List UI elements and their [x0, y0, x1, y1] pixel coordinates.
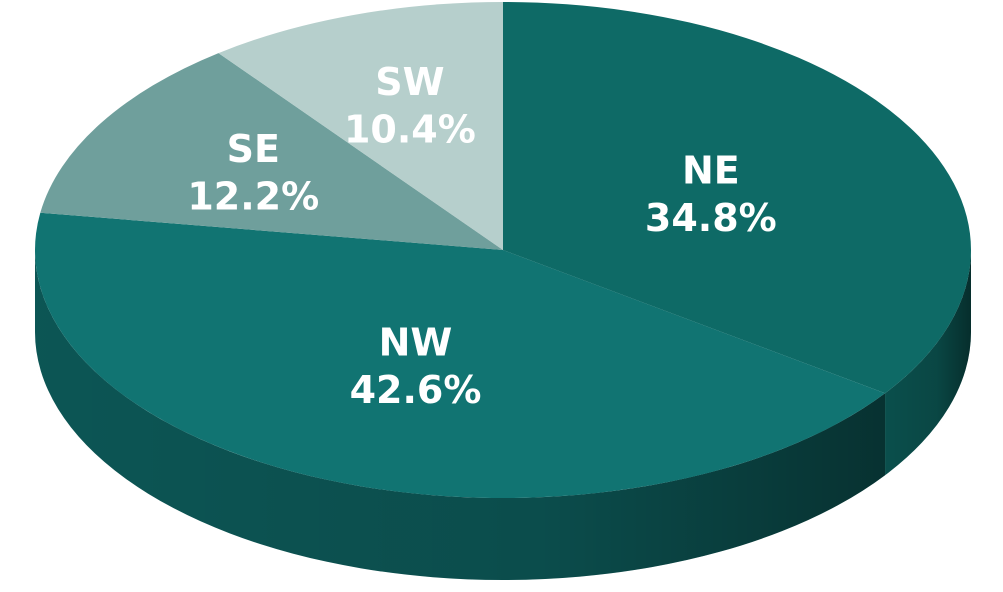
slice-value-label: 34.8%: [645, 196, 777, 240]
pie-tops: [34, 2, 972, 499]
slice-category: NW: [379, 321, 453, 365]
slice-label: SW 10.4%: [344, 60, 476, 152]
slice-category: NE: [682, 149, 740, 193]
slice: [503, 2, 972, 394]
pie-sides: [35, 250, 971, 581]
slice-label: NE 34.8%: [645, 149, 777, 241]
slice-category: SE: [227, 127, 280, 171]
slice-label: SE 12.2%: [187, 127, 319, 219]
slice-value-label: 42.6%: [350, 368, 482, 412]
slice-value-label: 12.2%: [187, 175, 319, 219]
slice: [218, 2, 503, 250]
slice-value-label: 10.4%: [344, 107, 476, 151]
slice: [34, 212, 886, 499]
slice: [40, 53, 504, 251]
pie-labels: NE 34.8% NW 42.6% SE 12.2% SW 10.4%: [187, 60, 776, 412]
slice-category: SW: [375, 60, 444, 104]
slice-label: NW 42.6%: [350, 321, 482, 413]
slice-side-shade: [885, 250, 971, 476]
slice-side-shade: [35, 250, 886, 581]
